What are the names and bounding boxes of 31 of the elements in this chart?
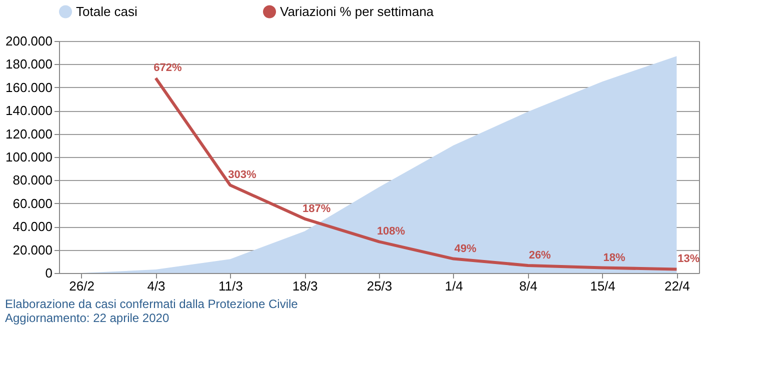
data-label: 108% xyxy=(376,226,406,238)
legend-label: Variazioni % per settimana xyxy=(280,4,434,19)
text: Aggiornamento: 22 aprile 2020 xyxy=(5,311,170,325)
y-tick-label: 40.000 xyxy=(12,219,52,234)
y-tick-label: 20.000 xyxy=(12,242,52,258)
data-label: 187% xyxy=(302,202,331,215)
text: Elaborazione da casi confermati dalla Protezione Civile xyxy=(5,297,298,311)
y-tick-label: 120.000 xyxy=(6,126,52,142)
data-label: 18% xyxy=(603,252,626,264)
y-tick-label: 200.000 xyxy=(6,34,52,48)
y-tick-label: 0 xyxy=(45,266,52,280)
x-tick-label: 18/3 xyxy=(292,278,318,294)
y-tick-label: 140.000 xyxy=(6,103,52,118)
y-tick-label: 100.000 xyxy=(6,150,52,164)
x-tick-label: 1/4 xyxy=(444,278,463,294)
y-tick-label: 60.000 xyxy=(12,196,52,211)
y-tick-label: 160.000 xyxy=(6,80,52,95)
data-label: 49% xyxy=(454,242,477,255)
x-tick-label: 8/4 xyxy=(519,278,538,294)
x-tick-label: 26/2 xyxy=(69,278,94,294)
x-tick-label: 22/4 xyxy=(664,278,690,294)
data-label: 672% xyxy=(154,62,182,74)
x-tick-label: 15/4 xyxy=(590,278,616,294)
x-tick-label: 25/3 xyxy=(366,278,392,294)
y-tick-label: 180.000 xyxy=(6,56,52,72)
data-label: 303% xyxy=(228,169,256,182)
x-tick-label: 4/3 xyxy=(147,278,166,294)
data-label: 26% xyxy=(528,249,552,262)
y-tick-label: 80.000 xyxy=(12,172,52,188)
x-tick-label: 11/3 xyxy=(218,278,243,294)
legend-label: Totale casi xyxy=(76,4,138,19)
